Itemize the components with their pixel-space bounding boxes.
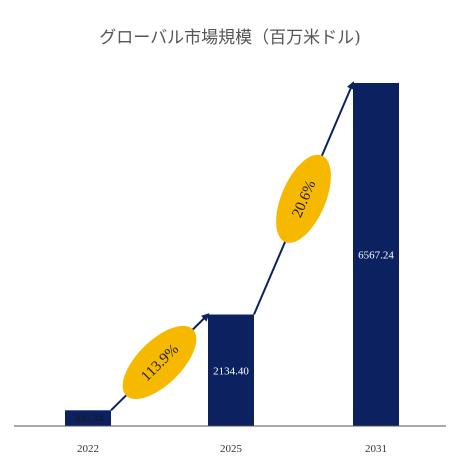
bars: 300.34 2134.40 6567.24 [65,83,399,426]
growth-badge-1: 113.9% [122,325,197,399]
growth-badge-shape [122,325,197,399]
x-tick-2022: 2022 [77,443,99,455]
bar-2025 [208,314,254,426]
bar-2022 [65,410,111,426]
x-axis-ticks: 2022 2025 2031 [77,443,387,455]
value-label-2022: 300.34 [73,413,104,425]
value-label-2025: 2134.40 [213,365,249,377]
growth-badge-shape [276,154,331,243]
value-label-2031: 6567.24 [358,250,394,262]
chart-title: グローバル市場規模（百万米ドル) [99,28,360,48]
growth-badges: 113.9% 20.6% [122,154,331,399]
bar-2031 [353,83,399,426]
x-tick-2031: 2031 [365,443,387,455]
growth-badge-2: 20.6% [276,154,331,243]
x-tick-2025: 2025 [220,443,243,455]
